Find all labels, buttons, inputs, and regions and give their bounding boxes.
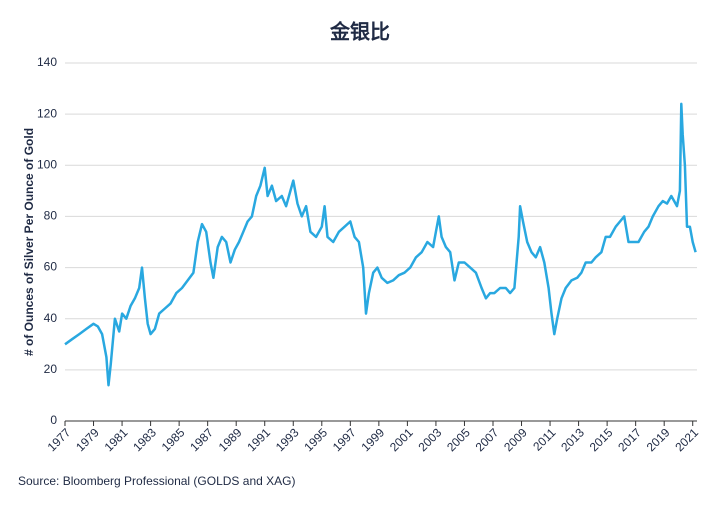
y-tick-label: 120	[37, 106, 57, 120]
x-tick-label: 1979	[73, 425, 102, 454]
x-tick-label: 2015	[587, 425, 616, 454]
x-tick-label: 1983	[130, 425, 159, 454]
x-tick-label: 2017	[615, 425, 644, 454]
x-tick-label: 2011	[530, 425, 558, 453]
x-tick-label: 2019	[644, 425, 673, 454]
x-tick-label: 1995	[301, 425, 330, 454]
data-line	[64, 102, 697, 387]
y-tick-label: 20	[44, 362, 58, 376]
x-tick-label: 2021	[672, 425, 701, 454]
x-tick-label: 2005	[444, 425, 473, 454]
x-tick-label: 1989	[216, 425, 245, 454]
y-tick-label: 100	[37, 157, 57, 171]
x-tick-label: 2007	[473, 425, 502, 454]
y-tick-label: 0	[50, 413, 57, 427]
x-tick-label: 1997	[330, 425, 359, 454]
x-tick-label: 1993	[273, 425, 302, 454]
x-tick-label: 2003	[416, 425, 445, 454]
x-tick-label: 2009	[501, 425, 530, 454]
y-tick-label: 80	[44, 209, 58, 223]
x-tick-label: 1985	[159, 425, 188, 454]
x-tick-label: 2001	[387, 425, 416, 454]
x-tick-label: 1999	[358, 425, 387, 454]
y-tick-label: 140	[37, 55, 57, 69]
x-tick-label: 2013	[558, 425, 587, 454]
source-note: Source: Bloomberg Professional (GOLDS an…	[18, 474, 295, 488]
x-tick-label: 1981	[102, 425, 131, 454]
chart-title: 金银比	[329, 19, 390, 43]
x-tick-label: 1977	[45, 425, 74, 454]
y-tick-label: 40	[44, 311, 58, 325]
x-tick-label: 1991	[244, 425, 273, 454]
x-tick-label: 1987	[187, 425, 216, 454]
y-axis-label: # of Ounces of Silver Per Ounce of Gold	[22, 128, 36, 356]
y-tick-label: 60	[44, 260, 58, 274]
